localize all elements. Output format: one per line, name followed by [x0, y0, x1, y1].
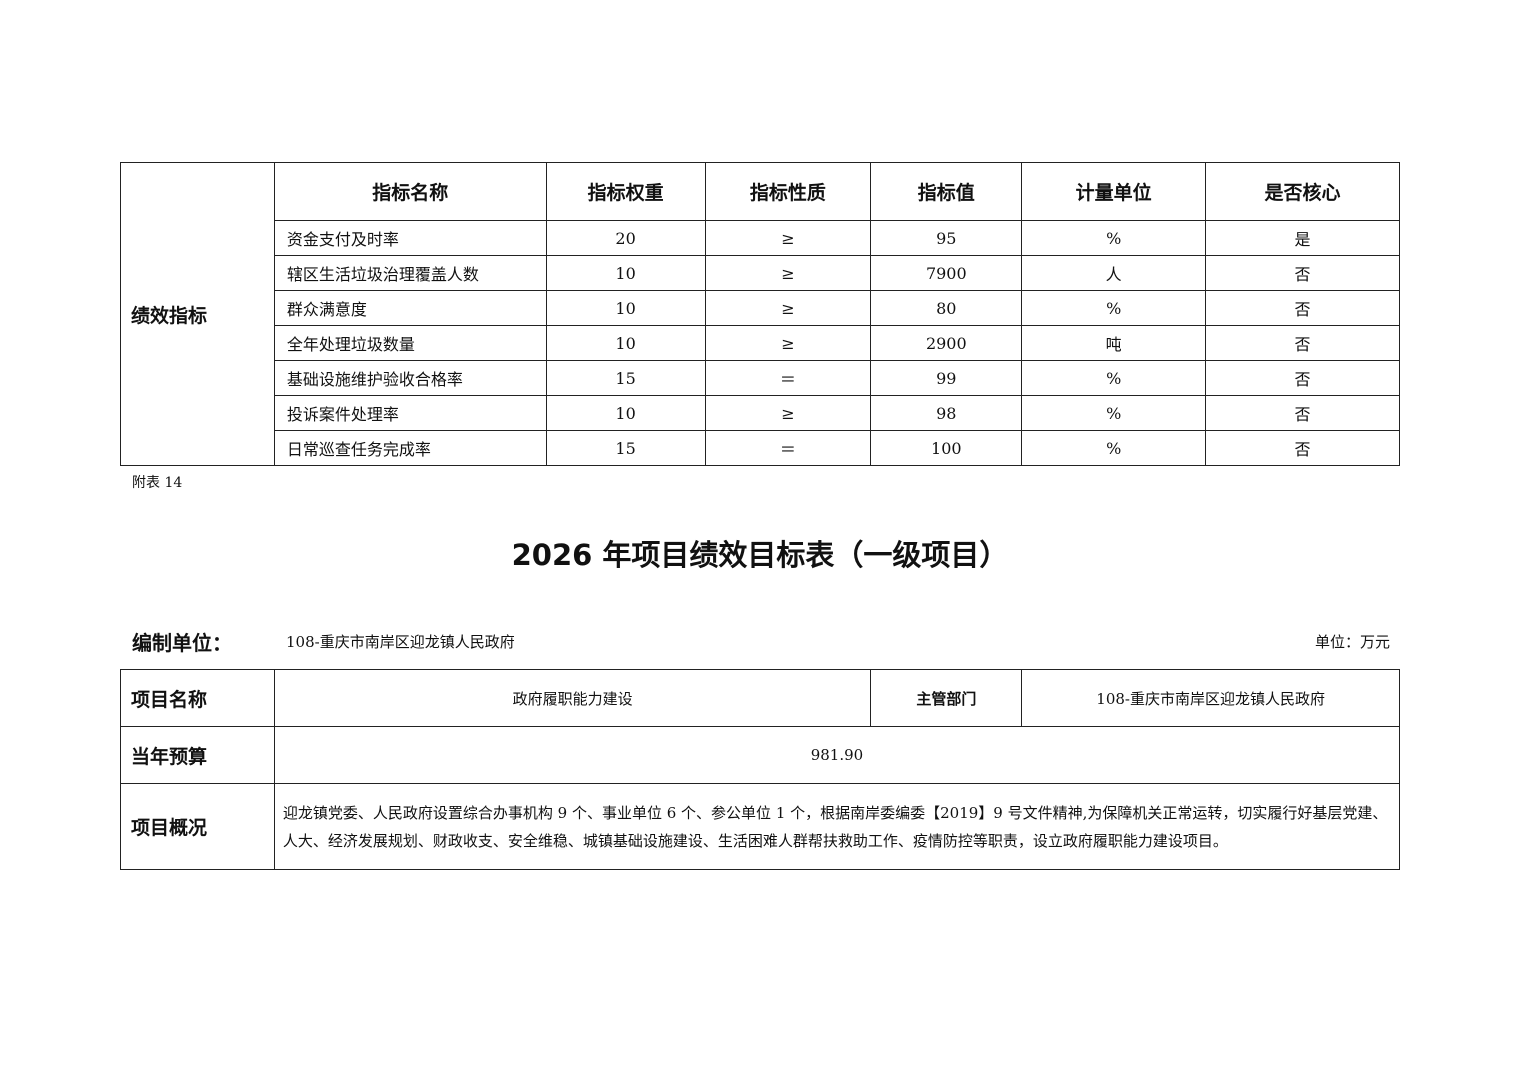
- table-cell: 7900: [870, 255, 1023, 291]
- budget-label: 当年预算: [120, 726, 275, 784]
- table-row: 基础设施维护验收合格率 15 ＝ 99% 否: [121, 360, 1400, 396]
- table-cell: 80: [870, 290, 1023, 326]
- column-header: 指标性质: [704, 162, 872, 221]
- dept-label: 主管部门: [870, 669, 1023, 727]
- table-cell: ≥: [704, 325, 872, 361]
- table-cell: 否: [1205, 255, 1400, 291]
- table-cell: 15: [545, 430, 706, 466]
- table-cell: 否: [1205, 360, 1400, 396]
- table-cell: 投诉案件处理率: [273, 395, 547, 431]
- table-cell: 98: [870, 395, 1023, 431]
- table-cell: 15: [545, 360, 706, 396]
- table-cell: 是: [1205, 220, 1400, 256]
- table-cell: 全年处理垃圾数量: [273, 325, 547, 361]
- table-cell: %: [1021, 395, 1207, 431]
- table-cell: %: [1021, 360, 1207, 396]
- appendix-note: 附表 14: [132, 475, 183, 491]
- budget-value: 981.90: [273, 726, 1401, 784]
- org-label: 编制单位：: [132, 631, 232, 655]
- table-cell: %: [1021, 220, 1207, 256]
- section-label: 绩效指标: [120, 162, 275, 466]
- table-cell: 2900: [870, 325, 1023, 361]
- table-cell: 20: [545, 220, 706, 256]
- budget-row: 当年预算 981.90: [120, 726, 1401, 784]
- overview-label: 项目概况: [120, 783, 275, 870]
- table-cell: 100: [870, 430, 1023, 466]
- table-cell: 群众满意度: [273, 290, 547, 326]
- column-header: 指标值: [870, 162, 1023, 221]
- table-cell: 辖区生活垃圾治理覆盖人数: [273, 255, 547, 291]
- table-cell: 资金支付及时率: [273, 220, 547, 256]
- table-cell: 日常巡查任务完成率: [273, 430, 547, 466]
- table-row: 日常巡查任务完成率 15 ＝ 100% 否: [121, 430, 1400, 466]
- table-cell: 基础设施维护验收合格率: [273, 360, 547, 396]
- table-cell: ≥: [704, 220, 872, 256]
- overview-row: 项目概况 迎龙镇党委、人民政府设置综合办事机构 9 个、事业单位 6 个、参公单…: [120, 783, 1401, 870]
- table-cell: 否: [1205, 290, 1400, 326]
- page-title: 2026 年项目绩效目标表（一级项目）: [511, 538, 1009, 572]
- table-cell: 否: [1205, 325, 1400, 361]
- org-value: 108-重庆市南岸区迎龙镇人民政府: [286, 633, 515, 651]
- column-header: 指标名称: [273, 162, 547, 221]
- dept-value: 108-重庆市南岸区迎龙镇人民政府: [1021, 669, 1400, 727]
- table-cell: 10: [545, 255, 706, 291]
- table-cell: 10: [545, 395, 706, 431]
- header-row: 绩效指标 指标名称 指标权重 指标性质 指标值 计量单位 是否核心: [120, 162, 1400, 466]
- money-unit: 单位：万元: [1314, 633, 1390, 651]
- table-row: 资金支付及时率 20 ≥95% 是: [121, 220, 1400, 256]
- table-cell: 10: [545, 325, 706, 361]
- column-header: 指标权重: [545, 162, 706, 221]
- table-cell: ＝: [704, 430, 872, 466]
- table-cell: 10: [545, 290, 706, 326]
- table-cell: ＝: [704, 360, 872, 396]
- table-cell: 人: [1021, 255, 1207, 291]
- project-name-label: 项目名称: [120, 669, 275, 727]
- overview-value: 迎龙镇党委、人民政府设置综合办事机构 9 个、事业单位 6 个、参公单位 1 个…: [273, 783, 1401, 870]
- indicator-table: 绩效指标 指标名称 指标权重 指标性质 指标值 计量单位 是否核心 资金支付及时率 20 ≥95%…: [120, 162, 1400, 466]
- project-table: 项目名称 政府履职能力建设 主管部门 108-重庆市南岸区迎龙镇人民政府 当年预…: [120, 669, 1401, 870]
- table-cell: ≥: [704, 255, 872, 291]
- project-name-value: 政府履职能力建设: [273, 669, 872, 727]
- column-header: 计量单位: [1021, 162, 1207, 221]
- table-cell: 吨: [1021, 325, 1207, 361]
- table-cell: %: [1021, 290, 1207, 326]
- table-cell: 95: [870, 220, 1023, 256]
- column-header: 是否核心: [1205, 162, 1400, 221]
- table-row: 全年处理垃圾数量 10 ≥2900 吨否: [121, 325, 1400, 361]
- table-cell: ≥: [704, 290, 872, 326]
- table-cell: 99: [870, 360, 1023, 396]
- table-cell: ≥: [704, 395, 872, 431]
- table-row: 投诉案件处理率 10 ≥98% 否: [121, 395, 1400, 431]
- project-name-row: 项目名称 政府履职能力建设 主管部门 108-重庆市南岸区迎龙镇人民政府: [120, 669, 1400, 727]
- table-cell: %: [1021, 430, 1207, 466]
- table-row: 辖区生活垃圾治理覆盖人数 10 ≥7900 人否: [121, 255, 1400, 291]
- table-cell: 否: [1205, 395, 1400, 431]
- table-row: 群众满意度 10 ≥80% 否: [121, 290, 1400, 326]
- table-cell: 否: [1205, 430, 1400, 466]
